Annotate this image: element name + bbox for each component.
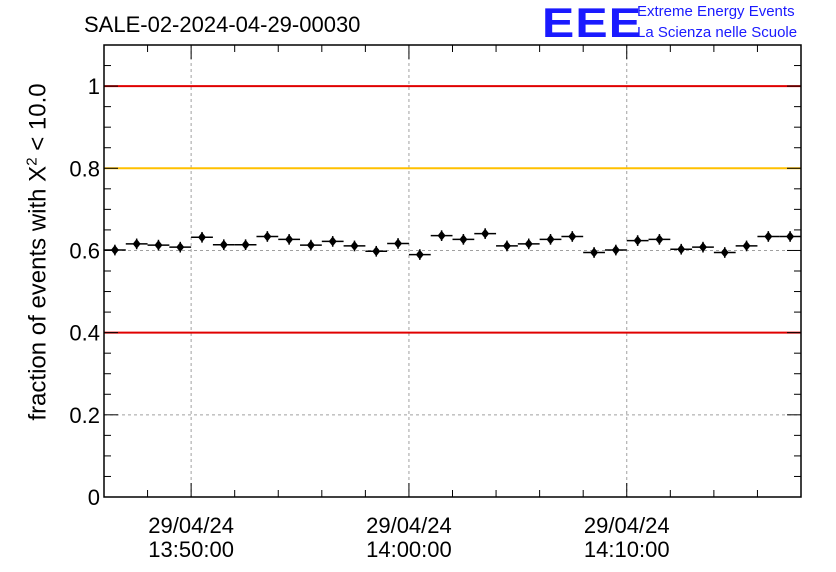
data-point [452,234,475,245]
chart-title: SALE-02-2024-04-29-00030 [84,12,361,37]
data-point [234,239,257,251]
point-marker [437,230,446,241]
point-marker [568,231,577,242]
point-marker [285,234,294,245]
data-point [169,241,192,253]
y-tick-label: 0.6 [69,238,100,263]
point-marker [132,238,141,249]
plot-frame-rect [103,44,802,498]
y-axis-label-sup: 2 [23,157,41,166]
point-marker [241,239,250,250]
y-tick-label: 1 [88,74,100,99]
point-marker [372,246,381,257]
point-marker [720,247,729,258]
x-tick-label-date: 29/04/24 [584,513,670,538]
point-marker [764,231,773,242]
data-point [735,240,758,252]
y-tick-label: 0.2 [69,403,100,428]
point-marker [176,242,185,253]
point-marker [546,234,555,245]
point-marker [677,244,686,255]
point-marker [306,240,315,251]
data-point [147,239,170,251]
axis-ticks [103,44,802,498]
point-marker [633,235,642,246]
x-tick-label-date: 29/04/24 [366,513,452,538]
data-point [430,230,453,242]
point-marker [742,240,751,251]
point-marker [263,231,272,242]
y-tick-label: 0.8 [69,156,100,181]
point-marker [502,240,511,251]
point-marker [590,247,599,258]
point-marker [481,228,490,239]
point-marker [524,238,533,249]
data-point [496,240,518,252]
grid-layer [104,45,801,497]
data-point [343,240,366,252]
plot-frame [103,44,802,498]
x-tick-label-time: 13:50:00 [148,537,234,562]
data-point [517,238,540,250]
data-point [256,231,279,242]
y-axis-label-suffix: < 10.0 [24,83,52,158]
data-point [583,247,605,258]
y-tick-label: 0 [88,485,100,510]
point-marker [219,239,228,250]
data-point [539,234,562,245]
point-marker [611,245,620,256]
data-point [648,234,671,245]
data-point [692,241,714,253]
point-marker [786,231,795,242]
data-point [125,238,148,250]
data-point [387,238,409,249]
y-axis-label-prefix: fraction of events with X [24,165,52,421]
point-marker [198,232,207,243]
point-marker [459,234,468,245]
point-marker [655,234,664,245]
data-point [779,231,801,242]
x-tick-label-time: 14:00:00 [366,537,452,562]
data-point [300,239,322,251]
data-point [365,245,388,257]
point-marker [698,242,707,253]
data-point [408,249,431,260]
y-tick-label: 0.4 [69,321,100,346]
point-marker [394,238,403,249]
logo-mark: EEE [542,0,643,46]
data-point [626,235,649,246]
point-marker [154,240,163,251]
point-marker [350,240,359,251]
point-marker [415,249,424,260]
reference-lines [104,85,801,334]
data-point [191,231,213,243]
data-point [474,228,497,239]
data-point [278,234,301,245]
data-points [104,228,801,260]
logo-line-2: La Scienza nelle Scuole [637,24,798,41]
data-point [757,231,780,242]
logo-line-1: Extreme Energy Events [637,3,795,20]
data-point [604,244,627,256]
point-marker [328,236,337,247]
data-point [713,247,736,258]
point-marker [110,245,119,256]
data-point [104,244,126,256]
data-point [321,236,344,247]
x-tick-label-date: 29/04/24 [148,513,234,538]
data-point [670,243,693,255]
tick-labels: 00.20.40.60.8129/04/2413:50:0029/04/2414… [69,74,669,562]
eee-logo: EEE Extreme Energy Events La Scienza nel… [542,1,832,45]
x-tick-label-time: 14:10:00 [584,537,670,562]
data-point [561,231,584,242]
data-point [212,239,235,251]
